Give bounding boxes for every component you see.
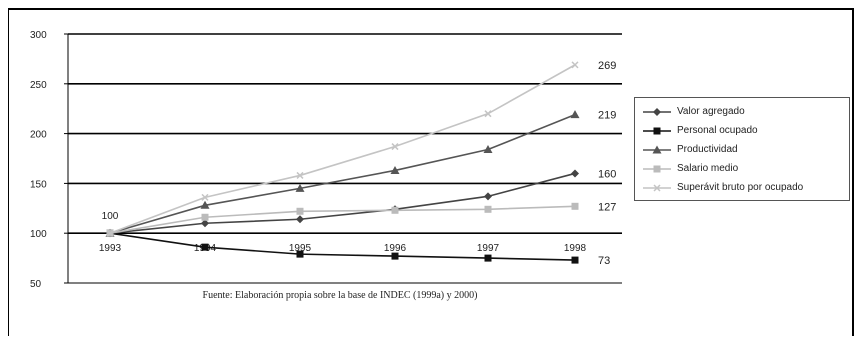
y-tick-label: 250 [30, 80, 47, 91]
chart-frame [8, 8, 854, 336]
series-line [109, 205, 576, 234]
legend-label: Productividad [677, 144, 738, 155]
data-point [653, 108, 661, 116]
data-label: 269 [598, 60, 616, 72]
data-point [483, 145, 493, 154]
legend-item-personal-ocupado: Personal ocupado [641, 123, 847, 139]
series-productividad [105, 110, 580, 237]
chart-legend: Valor agregado Personal ocupado Productivi… [634, 97, 850, 201]
legend-label: Superávit bruto por ocupado [677, 182, 804, 193]
data-label: 219 [598, 110, 616, 122]
data-point [200, 200, 210, 209]
data-point [106, 229, 114, 237]
x-tick-label: 1998 [564, 243, 587, 254]
data-point-stroke [653, 184, 661, 192]
series-line [109, 172, 576, 234]
series-line [109, 113, 576, 234]
data-point [391, 206, 399, 214]
data-label: 73 [598, 255, 610, 267]
x-tick-label: 1995 [289, 243, 312, 254]
data-point [653, 165, 661, 173]
data-point [653, 184, 661, 192]
legend-label: Valor agregado [677, 106, 745, 117]
data-label: 160 [598, 168, 616, 180]
legend-swatch [643, 145, 671, 154]
data-point [296, 250, 304, 258]
data-label: 127 [598, 201, 616, 213]
legend-item-productividad: Productividad [641, 142, 847, 158]
data-point [391, 143, 399, 151]
y-tick-label: 300 [30, 30, 47, 41]
data-point [571, 202, 579, 210]
data-point [296, 215, 304, 224]
data-point [484, 254, 492, 262]
data-point [201, 213, 209, 221]
data-label-start: 100 [102, 211, 119, 222]
legend-swatch [643, 108, 671, 116]
data-point-stroke [571, 61, 579, 69]
data-point [390, 165, 400, 174]
data-point-stroke [391, 143, 399, 151]
data-point [653, 127, 661, 135]
data-point [570, 110, 580, 119]
data-point [571, 169, 579, 178]
data-point [391, 252, 399, 260]
data-point [201, 243, 209, 251]
series-superavit-bruto [106, 61, 579, 237]
series-line [109, 64, 576, 234]
series-personal-ocupado [106, 229, 579, 264]
data-point [571, 256, 579, 264]
data-point [201, 219, 209, 228]
series-line [109, 232, 576, 261]
y-tick-label: 100 [30, 229, 47, 240]
data-point-stroke [201, 193, 209, 201]
data-point [571, 61, 579, 69]
y-tick-label: 50 [30, 279, 42, 290]
legend-item-salario-medio: Salario medio [641, 161, 847, 177]
data-point [484, 205, 492, 213]
legend-swatch [643, 184, 671, 192]
data-point [295, 183, 305, 192]
data-point [296, 171, 304, 179]
data-point-stroke [106, 229, 114, 237]
x-tick-label: 1993 [99, 243, 122, 254]
data-point [652, 145, 662, 154]
data-point [201, 193, 209, 201]
y-tick-label: 200 [30, 130, 47, 141]
data-point-stroke [296, 171, 304, 179]
y-tick-label: 150 [30, 179, 47, 190]
legend-label: Personal ocupado [677, 125, 758, 136]
x-tick-label: 1996 [384, 243, 407, 254]
legend-item-superavit-bruto: Superávit bruto por ocupado [641, 180, 847, 196]
data-point [484, 110, 492, 118]
data-point-stroke [484, 110, 492, 118]
legend-label: Salario medio [677, 163, 739, 174]
data-point [484, 192, 492, 201]
x-tick-label: 1997 [477, 243, 500, 254]
legend-swatch [643, 127, 671, 135]
source-note: Fuente: Elaboración propia sobre la base… [202, 290, 478, 301]
legend-item-valor-agregado: Valor agregado [641, 104, 847, 120]
data-point [296, 207, 304, 215]
legend-swatch [643, 165, 671, 173]
